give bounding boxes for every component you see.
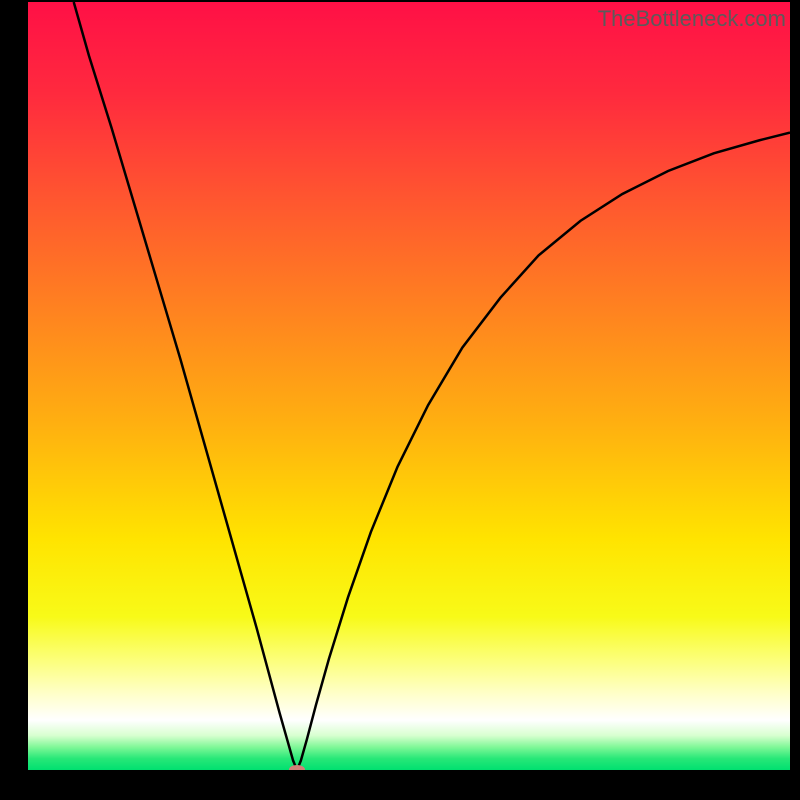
frame-border-bottom [0, 770, 800, 800]
frame-border-right [790, 0, 800, 800]
curve-path [74, 2, 790, 770]
frame-border-top [0, 0, 800, 2]
bottleneck-curve [28, 2, 790, 770]
frame-border-left [0, 0, 28, 800]
watermark-text: TheBottleneck.com [598, 6, 786, 32]
chart-frame: TheBottleneck.com [0, 0, 800, 800]
plot-area [28, 2, 790, 770]
